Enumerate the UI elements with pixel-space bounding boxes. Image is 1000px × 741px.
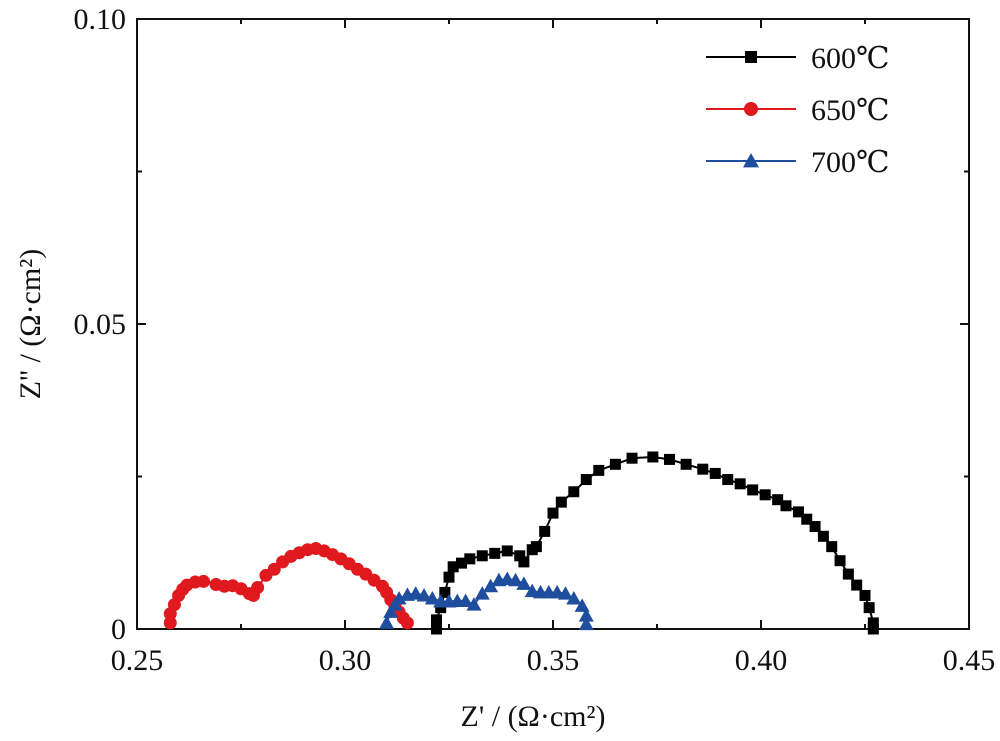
data-point bbox=[197, 574, 211, 588]
data-point bbox=[568, 486, 580, 498]
data-point bbox=[501, 545, 513, 557]
data-point bbox=[826, 541, 838, 553]
data-point bbox=[530, 541, 542, 553]
data-point bbox=[566, 591, 582, 605]
legend-marker bbox=[745, 51, 757, 63]
data-point bbox=[539, 525, 551, 537]
y-axis-title: Z'' / (Ω·cm²) bbox=[14, 249, 47, 399]
axis-titles: Z' / (Ω·cm²) Z'' / (Ω·cm²) bbox=[14, 249, 605, 733]
legend-marker bbox=[744, 102, 758, 116]
axis-ticks: 0.25 0.30 0.35 0.40 0.45 0 0.05 0.10 bbox=[74, 3, 996, 677]
data-point bbox=[817, 530, 829, 542]
data-point bbox=[476, 550, 488, 562]
data-point bbox=[447, 561, 459, 573]
x-tick-label: 0.45 bbox=[943, 644, 996, 677]
legend-marker bbox=[743, 153, 759, 168]
data-point bbox=[474, 586, 490, 600]
data-point bbox=[863, 602, 875, 614]
data-point bbox=[809, 521, 821, 533]
x-tick-label: 0.35 bbox=[527, 644, 580, 677]
data-point bbox=[557, 586, 573, 600]
data-point bbox=[508, 572, 524, 587]
data-point bbox=[443, 571, 455, 583]
data-point bbox=[464, 553, 476, 565]
series-1 bbox=[163, 541, 414, 630]
data-point bbox=[647, 451, 659, 463]
data-point bbox=[489, 547, 501, 559]
series-0 bbox=[431, 451, 879, 635]
legend-label: 700℃ bbox=[811, 146, 890, 179]
y-tick-label: 0 bbox=[111, 613, 126, 646]
legend-item: 600℃ bbox=[706, 42, 890, 75]
series-2 bbox=[379, 571, 594, 631]
y-tick-label: 0.10 bbox=[74, 3, 127, 36]
data-point bbox=[424, 591, 440, 605]
legend-label: 650℃ bbox=[811, 94, 890, 127]
legend-label: 600℃ bbox=[811, 42, 890, 75]
x-tick-label: 0.25 bbox=[111, 644, 164, 677]
data-point bbox=[759, 489, 771, 501]
data-point bbox=[851, 579, 863, 591]
legend-item: 700℃ bbox=[706, 146, 890, 179]
data-point bbox=[578, 608, 594, 622]
data-point bbox=[593, 464, 605, 476]
data-point bbox=[391, 591, 407, 605]
data-point bbox=[834, 555, 846, 567]
data-point bbox=[483, 578, 499, 593]
data-point bbox=[514, 550, 526, 562]
data-point bbox=[439, 586, 451, 598]
data-point bbox=[859, 589, 871, 601]
series-line bbox=[435, 455, 875, 629]
data-point bbox=[518, 556, 530, 568]
data-point bbox=[383, 604, 399, 618]
data-point bbox=[431, 623, 443, 635]
data-point bbox=[516, 576, 532, 590]
data-point bbox=[435, 602, 447, 614]
data-point bbox=[431, 614, 443, 626]
data-point bbox=[663, 453, 675, 465]
data-point bbox=[801, 513, 813, 525]
data-point bbox=[578, 616, 594, 631]
data-point bbox=[555, 496, 567, 508]
data-point bbox=[697, 463, 709, 475]
data-point bbox=[734, 478, 746, 490]
data-point bbox=[466, 597, 482, 611]
data-point bbox=[609, 458, 621, 470]
data-point bbox=[251, 581, 265, 595]
data-point bbox=[709, 467, 721, 479]
data-point bbox=[267, 562, 281, 576]
legend-item: 650℃ bbox=[706, 94, 890, 127]
data-point bbox=[416, 587, 432, 602]
data-point bbox=[867, 617, 879, 629]
data-point bbox=[867, 623, 879, 635]
data-point bbox=[626, 452, 638, 464]
data-point bbox=[780, 500, 792, 512]
data-point bbox=[580, 474, 592, 486]
y-tick-label: 0.05 bbox=[74, 308, 127, 341]
x-axis-title: Z' / (Ω·cm²) bbox=[461, 700, 606, 733]
x-tick-label: 0.30 bbox=[319, 644, 372, 677]
data-point bbox=[747, 484, 759, 496]
data-point bbox=[163, 616, 177, 630]
x-tick-label: 0.40 bbox=[735, 644, 788, 677]
data-point bbox=[400, 616, 414, 630]
data-point bbox=[680, 458, 692, 470]
data-point bbox=[842, 568, 854, 580]
data-point bbox=[722, 474, 734, 486]
data-point bbox=[792, 506, 804, 518]
data-point bbox=[772, 494, 784, 506]
series-line bbox=[385, 577, 588, 625]
data-point bbox=[574, 598, 590, 612]
data-point bbox=[458, 593, 474, 607]
data-point bbox=[379, 615, 395, 629]
data-point bbox=[547, 507, 559, 519]
data-series bbox=[163, 451, 879, 635]
data-point bbox=[455, 557, 467, 569]
legend: 600℃ 650℃ 700℃ bbox=[706, 42, 890, 179]
